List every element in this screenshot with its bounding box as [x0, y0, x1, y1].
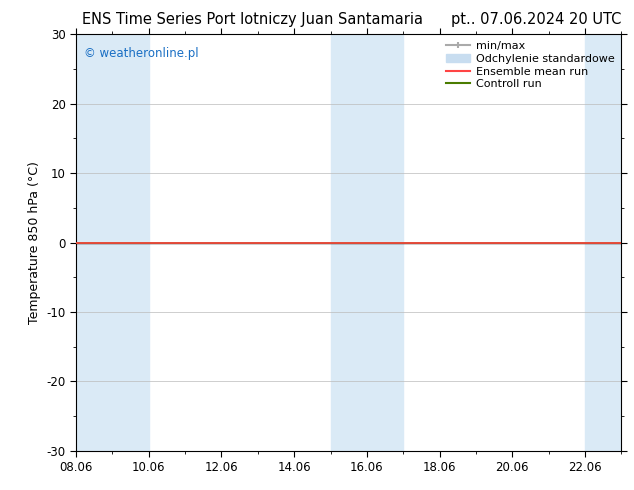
- Text: pt.. 07.06.2024 20 UTC: pt.. 07.06.2024 20 UTC: [451, 12, 621, 27]
- Bar: [585, 34, 621, 451]
- Y-axis label: Temperature 850 hPa (°C): Temperature 850 hPa (°C): [28, 161, 41, 324]
- Legend: min/max, Odchylenie standardowe, Ensemble mean run, Controll run: min/max, Odchylenie standardowe, Ensembl…: [441, 37, 619, 94]
- Text: ENS Time Series Port lotniczy Juan Santamaria: ENS Time Series Port lotniczy Juan Santa…: [82, 12, 424, 27]
- Bar: [330, 34, 403, 451]
- Bar: [76, 34, 112, 451]
- Bar: [112, 34, 149, 451]
- Text: © weatheronline.pl: © weatheronline.pl: [84, 47, 199, 60]
